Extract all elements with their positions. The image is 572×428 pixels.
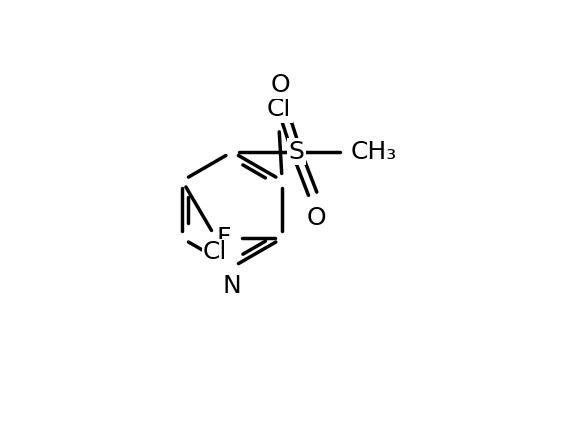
Text: O: O: [270, 74, 290, 98]
Text: CH₃: CH₃: [351, 140, 397, 164]
Text: N: N: [223, 274, 241, 298]
Text: Cl: Cl: [267, 98, 291, 122]
Text: S: S: [288, 140, 304, 164]
Text: Cl: Cl: [203, 240, 228, 264]
Text: F: F: [217, 226, 231, 250]
Text: O: O: [307, 206, 326, 230]
